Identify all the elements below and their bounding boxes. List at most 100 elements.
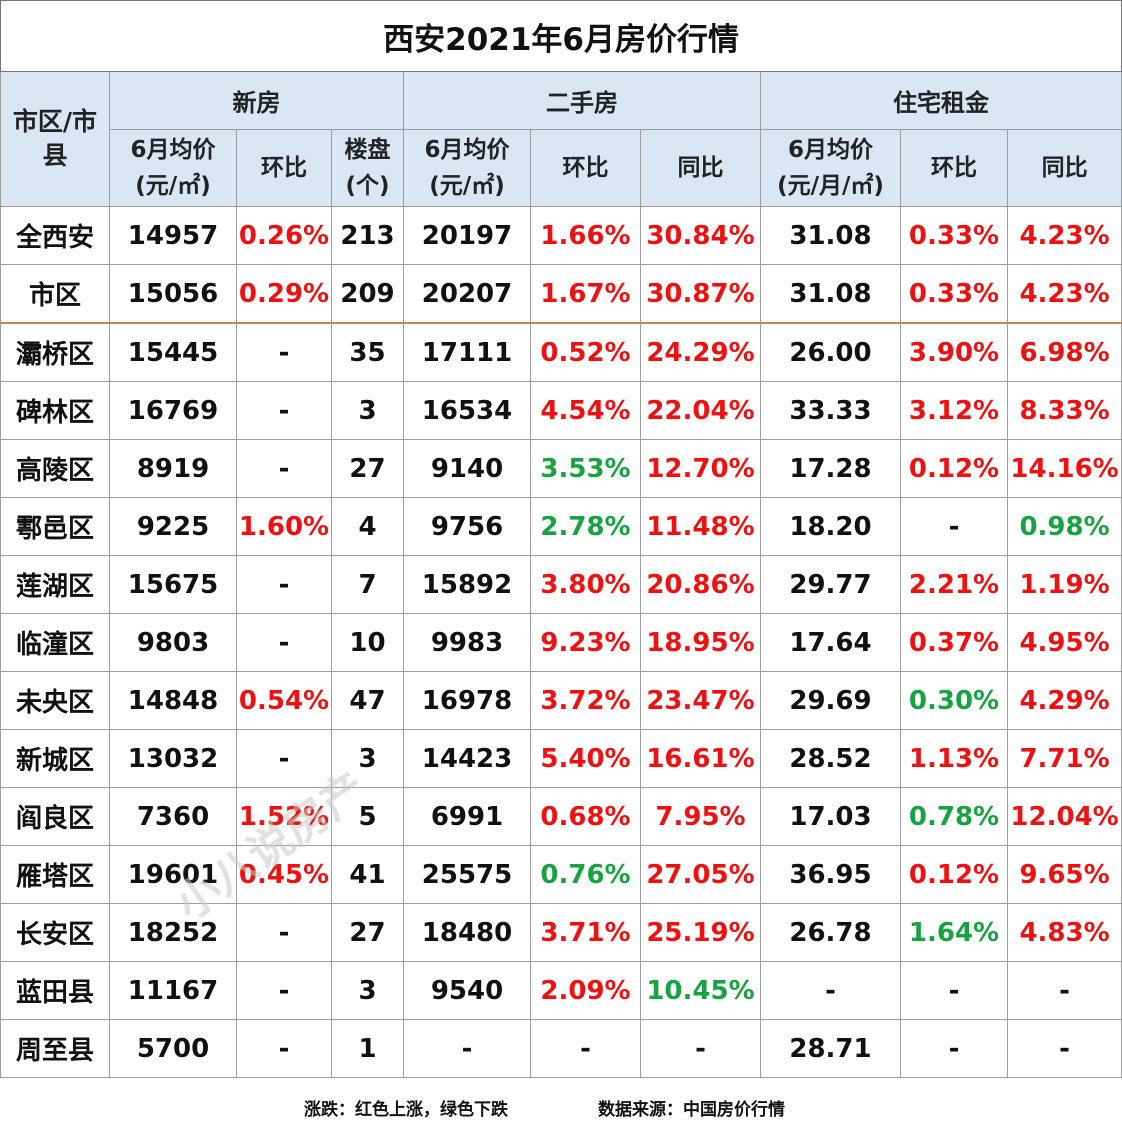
new-count-cell: 5 bbox=[331, 787, 404, 846]
new-price-cell: 15056 bbox=[109, 264, 237, 324]
new-price-cell: 5700 bbox=[109, 1019, 237, 1078]
second-yoy-cell: 11.48% bbox=[640, 497, 761, 556]
new-price-cell: 19601 bbox=[109, 845, 237, 904]
second-price-cell: 9540 bbox=[403, 961, 531, 1020]
second-price-cell: - bbox=[403, 1019, 531, 1078]
rent-yoy-cell: 14.16% bbox=[1006, 439, 1122, 498]
second-mom-cell: 3.80% bbox=[530, 555, 641, 614]
rent-price-cell: 28.71 bbox=[760, 1019, 901, 1078]
header-rent-price-line2: (元/月/㎡) bbox=[777, 173, 884, 199]
table-row: 阎良区 7360 1.52% 5 6991 0.68% 7.95% 17.03 0.78% 12.… bbox=[0, 787, 1122, 846]
rent-yoy-cell: 1.19% bbox=[1006, 555, 1122, 614]
new-price-cell: 8919 bbox=[109, 439, 237, 498]
region-cell: 雁塔区 bbox=[0, 845, 110, 904]
table-row: 莲湖区 15675-7 15892 3.80% 20.86% 29.77 2.21% 1.19… bbox=[0, 555, 1122, 614]
new-count-cell: 27 bbox=[331, 439, 404, 498]
new-mom-cell: 0.54% bbox=[236, 671, 332, 730]
table-row: 临潼区 9803-10 9983 9.23% 18.95% 17.64 0.37% 4.95% bbox=[0, 613, 1122, 672]
header-second-price: 6月均价 (元/㎡) bbox=[403, 129, 531, 207]
region-cell: 阎良区 bbox=[0, 787, 110, 846]
second-price-cell: 17111 bbox=[403, 322, 531, 382]
header-rent: 住宅租金 bbox=[759, 71, 1122, 130]
header-region: 市区/市县 bbox=[0, 71, 110, 207]
new-price-cell: 16769 bbox=[109, 381, 237, 440]
rent-yoy-cell: 4.29% bbox=[1006, 671, 1122, 730]
new-mom-cell: - bbox=[236, 322, 332, 382]
table-row: 蓝田县 11167-3 9540 2.09% 10.45% - - - bbox=[0, 961, 1122, 1020]
new-count-cell: 209 bbox=[331, 264, 404, 324]
header-new-count-line2: (个) bbox=[345, 173, 390, 199]
rent-mom-cell: - bbox=[900, 497, 1008, 556]
second-price-cell: 9140 bbox=[403, 439, 531, 498]
new-price-cell: 9803 bbox=[109, 613, 237, 672]
rent-price-cell: 29.69 bbox=[760, 671, 901, 730]
region-cell: 鄠邑区 bbox=[0, 497, 110, 556]
new-count-cell: 27 bbox=[331, 903, 404, 962]
rent-mom-cell: 0.30% bbox=[900, 671, 1008, 730]
table-row: 长安区 18252-27 18480 3.71% 25.19% 26.78 1.64% 4.8… bbox=[0, 903, 1122, 962]
rent-yoy-cell: - bbox=[1006, 961, 1122, 1020]
second-mom-cell: 1.67% bbox=[530, 264, 641, 324]
second-yoy-cell: 23.47% bbox=[640, 671, 761, 730]
new-count-cell: 41 bbox=[331, 845, 404, 904]
new-count-cell: 213 bbox=[331, 206, 404, 265]
rent-price-cell: 29.77 bbox=[760, 555, 901, 614]
price-table: 西安2021年6月房价行情 市区/市县 新房 二手房 住宅租金 6月均价 (元/㎡… bbox=[0, 0, 1122, 1078]
new-mom-cell: - bbox=[236, 1019, 332, 1078]
table-row: 周至县 5700-1- - -28.71- - bbox=[0, 1019, 1122, 1078]
rent-yoy-cell: 9.65% bbox=[1006, 845, 1122, 904]
new-mom-cell: - bbox=[236, 961, 332, 1020]
header-new-house: 新房 bbox=[109, 71, 404, 130]
rent-price-cell: 36.95 bbox=[760, 845, 901, 904]
new-price-cell: 18252 bbox=[109, 903, 237, 962]
second-mom-cell: 3.71% bbox=[530, 903, 641, 962]
footer: 涨跌：红色上涨，绿色下跌 数据来源：中国房价行情 bbox=[0, 1089, 1122, 1121]
second-mom-cell: 2.78% bbox=[530, 497, 641, 556]
second-yoy-cell: 27.05% bbox=[640, 845, 761, 904]
new-mom-cell: - bbox=[236, 555, 332, 614]
rent-price-cell: 26.00 bbox=[760, 322, 901, 382]
rent-mom-cell: - bbox=[900, 961, 1008, 1020]
rent-yoy-cell: 8.33% bbox=[1006, 381, 1122, 440]
rent-price-cell: 17.28 bbox=[760, 439, 901, 498]
rent-price-cell: 31.08 bbox=[760, 264, 901, 324]
second-mom-cell: 3.53% bbox=[530, 439, 641, 498]
second-yoy-cell: 16.61% bbox=[640, 729, 761, 788]
rent-price-cell: 17.64 bbox=[760, 613, 901, 672]
second-yoy-cell: - bbox=[640, 1019, 761, 1078]
rent-mom-cell: 0.33% bbox=[900, 264, 1008, 324]
rent-yoy-cell: 4.95% bbox=[1006, 613, 1122, 672]
second-price-cell: 20197 bbox=[403, 206, 531, 265]
new-mom-cell: 0.26% bbox=[236, 206, 332, 265]
new-mom-cell: - bbox=[236, 903, 332, 962]
region-cell: 高陵区 bbox=[0, 439, 110, 498]
header-new-price: 6月均价 (元/㎡) bbox=[109, 129, 237, 207]
table-row: 鄠邑区 9225 1.60% 4 9756 2.78% 11.48% 18.20-0.98% bbox=[0, 497, 1122, 556]
header-rent-yoy: 同比 bbox=[1006, 129, 1122, 207]
header-second-price-line2: (元/㎡) bbox=[429, 173, 505, 199]
header-new-count: 楼盘 (个) bbox=[331, 129, 404, 207]
second-mom-cell: 4.54% bbox=[530, 381, 641, 440]
second-mom-cell: 0.76% bbox=[530, 845, 641, 904]
header-new-price-line2: (元/㎡) bbox=[135, 173, 211, 199]
new-mom-cell: 0.45% bbox=[236, 845, 332, 904]
header-second-yoy: 同比 bbox=[640, 129, 761, 207]
region-cell: 灞桥区 bbox=[0, 322, 110, 382]
second-price-cell: 16978 bbox=[403, 671, 531, 730]
new-count-cell: 10 bbox=[331, 613, 404, 672]
new-count-cell: 47 bbox=[331, 671, 404, 730]
new-mom-cell: - bbox=[236, 729, 332, 788]
rent-yoy-cell: 12.04% bbox=[1006, 787, 1122, 846]
second-yoy-cell: 24.29% bbox=[640, 322, 761, 382]
new-price-cell: 11167 bbox=[109, 961, 237, 1020]
table-title: 西安2021年6月房价行情 bbox=[0, 0, 1122, 72]
rent-price-cell: 17.03 bbox=[760, 787, 901, 846]
second-price-cell: 25575 bbox=[403, 845, 531, 904]
rent-mom-cell: 0.78% bbox=[900, 787, 1008, 846]
new-mom-cell: 0.29% bbox=[236, 264, 332, 324]
second-yoy-cell: 22.04% bbox=[640, 381, 761, 440]
region-cell: 莲湖区 bbox=[0, 555, 110, 614]
new-mom-cell: 1.60% bbox=[236, 497, 332, 556]
second-price-cell: 9756 bbox=[403, 497, 531, 556]
table-row: 碑林区 16769-3 16534 4.54% 22.04% 33.33 3.12% 8.33… bbox=[0, 381, 1122, 440]
